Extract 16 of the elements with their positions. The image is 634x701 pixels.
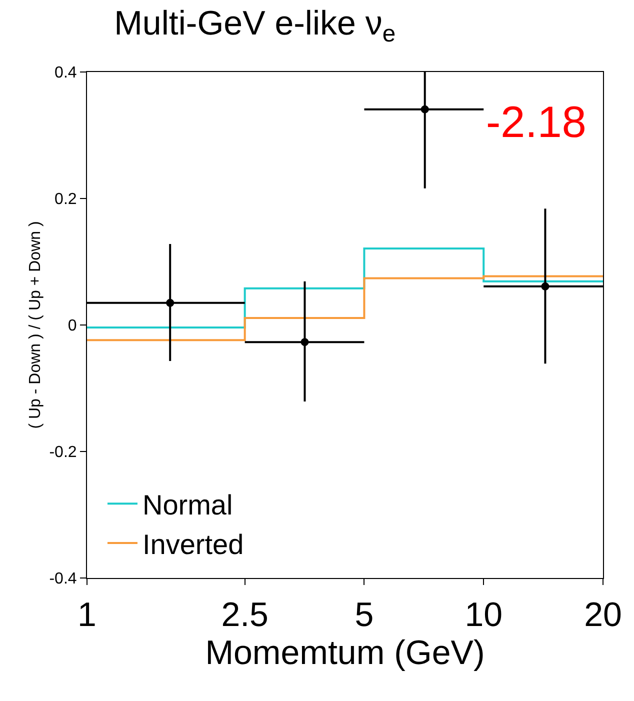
y-axis-title: ( Up - Down ) / ( Up + Down ) bbox=[27, 221, 44, 429]
x-tick-label: 5 bbox=[354, 596, 374, 634]
x-tick-label: 1 bbox=[78, 596, 96, 634]
annotation: -2.18 bbox=[486, 98, 586, 147]
y-tick-label: -0.4 bbox=[49, 570, 77, 588]
x-tick-label: 2.5 bbox=[221, 596, 268, 634]
y-tick-label: -0.2 bbox=[49, 444, 77, 462]
legend-label: Normal bbox=[142, 490, 233, 520]
y-tick-label: 0.4 bbox=[54, 64, 77, 82]
legend-label: Inverted bbox=[142, 528, 244, 560]
chart-title: Multi-GeV e-like ν$_{e}$ bbox=[114, 4, 396, 48]
x-tick-label: 10 bbox=[464, 596, 503, 634]
x-tick-label: 20 bbox=[584, 596, 622, 634]
y-tick-label: 0.2 bbox=[54, 191, 77, 208]
y-tick-label: 0 bbox=[68, 318, 77, 335]
x-axis-title: Momemtum (GeV) bbox=[205, 634, 485, 672]
